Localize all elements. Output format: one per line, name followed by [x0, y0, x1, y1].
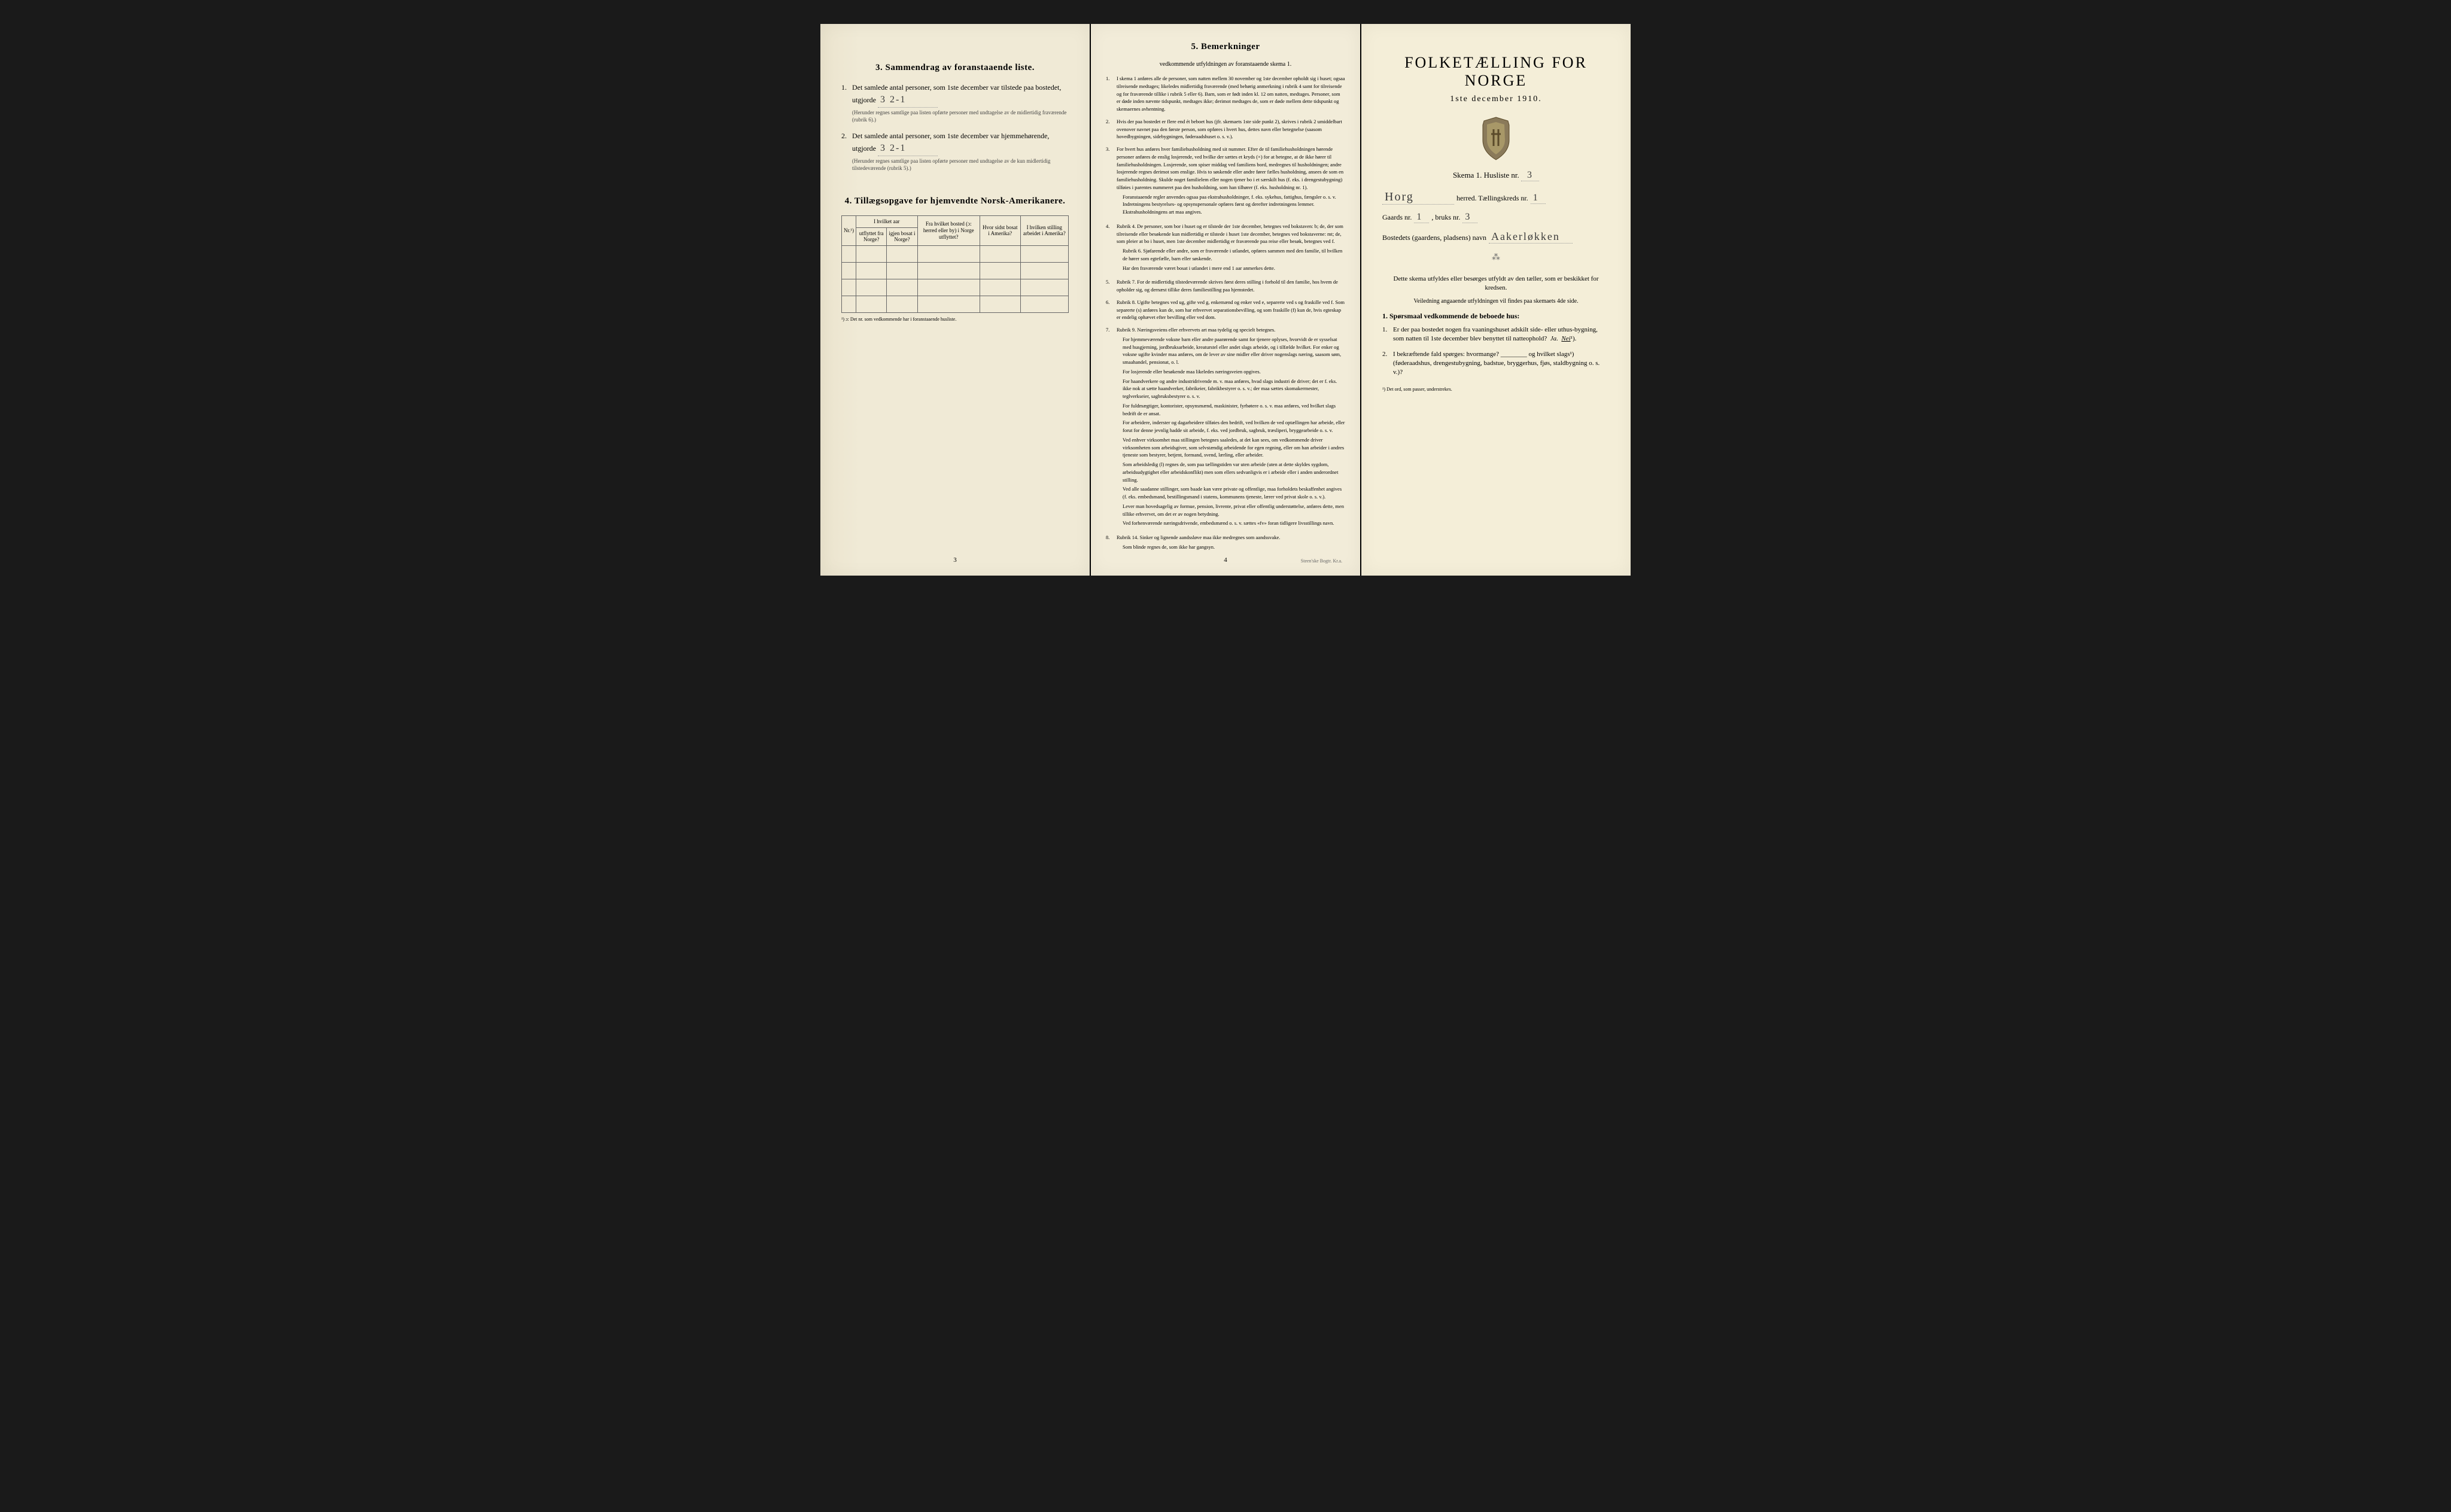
th-nr: Nr.¹)	[842, 215, 856, 245]
item-number: 2.	[841, 130, 849, 172]
item-body: Det samlede antal personer, som 1ste dec…	[852, 130, 1069, 172]
herred-value: Horg	[1382, 190, 1454, 205]
page-3: 3. Sammendrag av foranstaaende liste. 1.…	[820, 24, 1090, 576]
question-2: 2. I bekræftende fald spørges: hvormange…	[1382, 350, 1610, 378]
table-row	[842, 263, 1069, 279]
document-spread: 3. Sammendrag av foranstaaende liste. 1.…	[820, 24, 1631, 576]
questions-heading: 1. Spørsmaal vedkommende de beboede hus:	[1382, 312, 1610, 321]
norsk-amerikanere-table: Nr.¹) I hvilket aar Fra hvilket bosted (…	[841, 215, 1069, 313]
kreds-nr: 1	[1531, 193, 1546, 204]
question-1: 1. Er der paa bostedet nogen fra vaaning…	[1382, 325, 1610, 344]
herred-label: herred. Tællingskreds nr.	[1456, 194, 1528, 203]
bosted-value: Aakerløkken	[1489, 230, 1573, 244]
page-number: 4	[1224, 556, 1227, 564]
intro-text: Dette skema utfyldes eller besørges utfy…	[1382, 275, 1610, 293]
th-bosted: Fra hvilket bosted (ɔ: herred eller by) …	[917, 215, 980, 245]
section-5-sub: vedkommende utfyldningen av foranstaaend…	[1106, 61, 1345, 68]
gaards-nr: 1	[1414, 212, 1429, 223]
th-year: I hvilket aar	[856, 215, 917, 227]
divider: ⁂	[1382, 252, 1610, 263]
skema-line: Skema 1. Husliste nr. 3	[1382, 170, 1610, 181]
page-number: 3	[953, 556, 957, 564]
herred-row: Horg herred. Tællingskreds nr. 1	[1382, 190, 1610, 205]
printer-mark: Steen'ske Bogtr. Kr.a.	[1301, 558, 1342, 564]
bosted-label: Bostedets (gaardens, pladsens) navn	[1382, 233, 1486, 242]
gaards-label: Gaards nr.	[1382, 213, 1412, 222]
th-utflyttet: utflyttet fra Norge?	[856, 227, 886, 246]
th-bosat: igjen bosat i Norge?	[887, 227, 917, 246]
item-1-value: 3 2-1	[878, 93, 938, 108]
bruks-label: , bruks nr.	[1431, 213, 1460, 222]
item-1-note: (Herunder regnes samtlige paa listen opf…	[852, 109, 1069, 123]
th-amerika: Hvor sidst bosat i Amerika?	[980, 215, 1020, 245]
table-row	[842, 246, 1069, 263]
table-footnote: ¹) ɔ: Det nr. som vedkommende har i fora…	[841, 317, 1069, 322]
questions-section: 1. Spørsmaal vedkommende de beboede hus:…	[1382, 312, 1610, 392]
gaards-row: Gaards nr. 1 , bruks nr. 3	[1382, 212, 1610, 223]
section-4-heading: 4. Tillægsopgave for hjemvendte Norsk-Am…	[841, 196, 1069, 206]
answer-nei: Nei	[1561, 335, 1570, 342]
skema-label: Skema 1. Husliste nr.	[1453, 171, 1519, 180]
coat-of-arms-icon	[1478, 116, 1514, 161]
table-row	[842, 279, 1069, 296]
th-stilling: I hvilken stilling arbeidet i Amerika?	[1020, 215, 1068, 245]
table-row	[842, 296, 1069, 313]
husliste-nr: 3	[1521, 170, 1539, 181]
item-2-value: 3 2-1	[878, 141, 938, 156]
item-body: Det samlede antal personer, som 1ste dec…	[852, 82, 1069, 123]
census-date: 1ste december 1910.	[1382, 95, 1610, 104]
summary-item-1: 1. Det samlede antal personer, som 1ste …	[841, 82, 1069, 123]
bruks-nr: 3	[1462, 212, 1477, 223]
footnote: ¹) Det ord, som passer, understrekes.	[1382, 387, 1610, 392]
section-5-heading: 5. Bemerkninger	[1106, 42, 1345, 52]
page-4: 5. Bemerkninger vedkommende utfyldningen…	[1091, 24, 1360, 576]
page-1-cover: FOLKETÆLLING FOR NORGE 1ste december 191…	[1361, 24, 1631, 576]
remarks-list: 1.I skema 1 anføres alle de personer, so…	[1106, 75, 1345, 553]
intro-sub: Veiledning angaaende utfyldningen vil fi…	[1382, 298, 1610, 305]
item-number: 1.	[841, 82, 849, 123]
item-2-note: (Herunder regnes samtlige paa listen opf…	[852, 158, 1069, 172]
bosted-row: Bostedets (gaardens, pladsens) navn Aake…	[1382, 230, 1610, 244]
answer-ja: Ja.	[1550, 335, 1558, 342]
section-3-heading: 3. Sammendrag av foranstaaende liste.	[841, 63, 1069, 73]
main-title: FOLKETÆLLING FOR NORGE	[1382, 54, 1610, 90]
summary-item-2: 2. Det samlede antal personer, som 1ste …	[841, 130, 1069, 172]
